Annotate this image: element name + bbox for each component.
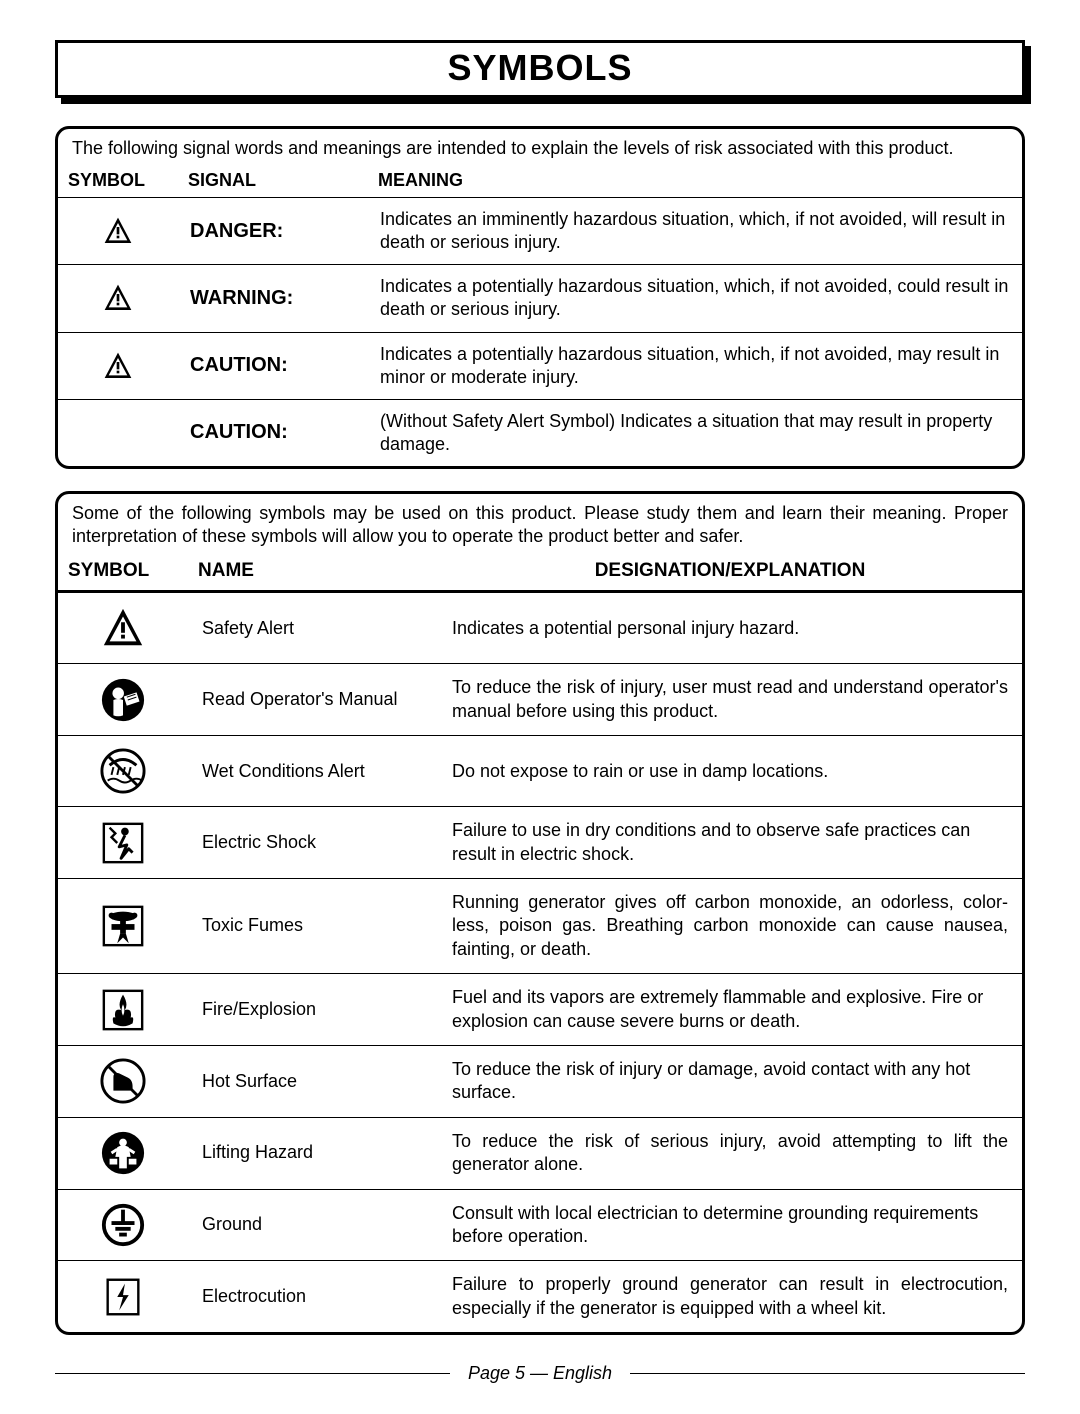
meaning-cell: Indicates a potentially hazardous situat… [368, 265, 1022, 332]
alert-icon [58, 332, 178, 399]
symbol-explanation: Failure to properly ground generator can… [438, 1261, 1022, 1332]
symbol-name: Electrocution [188, 1261, 438, 1332]
signal-word: CAUTION: [190, 354, 288, 376]
page-footer: Page 5 — English [55, 1363, 1025, 1384]
symbol-row: Lifting HazardTo reduce the risk of seri… [58, 1117, 1022, 1189]
symbol-row: ElectrocutionFailure to properly ground … [58, 1261, 1022, 1332]
footer-rule-left [55, 1373, 450, 1375]
symbol-name: Wet Conditions Alert [188, 736, 438, 807]
symbol-explanation: To reduce the risk of serious injury, av… [438, 1117, 1022, 1189]
symbol-name: Lifting Hazard [188, 1117, 438, 1189]
symbol-explanation: To reduce the risk of injury, user must … [438, 664, 1022, 736]
symbol-row: Electric ShockFailure to use in dry cond… [58, 807, 1022, 879]
symbol-row: Wet Conditions AlertDo not expose to rai… [58, 736, 1022, 807]
empty-icon [58, 399, 178, 466]
signal-words-intro: The following signal words and meanings … [58, 129, 1022, 166]
symbol-explanation: Indicates a potential personal injury ha… [438, 592, 1022, 664]
symbol-row: Safety AlertIndicates a potential person… [58, 592, 1022, 664]
alert-icon [58, 265, 178, 332]
alert-icon [58, 198, 178, 265]
symbol-name: Hot Surface [188, 1045, 438, 1117]
col-header-meaning: MEANING [368, 166, 1022, 198]
meaning-cell: (Without Safety Alert Symbol) Indicates … [368, 399, 1022, 466]
col2-header-symbol: SYMBOL [58, 554, 188, 592]
symbol-row: Hot SurfaceTo reduce the risk of injury … [58, 1045, 1022, 1117]
symbols-panel: Some of the following symbols may be use… [55, 491, 1025, 1335]
ground-icon [58, 1189, 188, 1261]
signal-row: WARNING: Indicates a potentially hazardou… [58, 265, 1022, 332]
signal-word: DANGER: [190, 220, 283, 242]
col2-header-designation: DESIGNATION/EXPLANATION [438, 554, 1022, 592]
wet-icon [58, 736, 188, 807]
lift-icon [58, 1117, 188, 1189]
signal-row: DANGER: Indicates an imminently hazardous… [58, 198, 1022, 265]
shock-icon [58, 807, 188, 879]
fire-icon [58, 974, 188, 1046]
symbol-name: Toxic Fumes [188, 878, 438, 973]
meaning-cell: Indicates an imminently hazardous situat… [368, 198, 1022, 265]
symbols-intro: Some of the following symbols may be use… [58, 494, 1022, 555]
col-header-symbol: SYMBOL [58, 166, 178, 198]
col2-header-name: NAME [188, 554, 438, 592]
symbol-row: Toxic FumesRunning generator gives off c… [58, 878, 1022, 973]
footer-rule-right [630, 1373, 1025, 1375]
symbol-name: Electric Shock [188, 807, 438, 879]
symbols-table: SYMBOL NAME DESIGNATION/EXPLANATION Safe… [58, 554, 1022, 1332]
symbol-explanation: Running generator gives off carbon monox… [438, 878, 1022, 973]
signal-cell: CAUTION: [178, 332, 368, 399]
toxic-icon [58, 878, 188, 973]
signal-cell: DANGER: [178, 198, 368, 265]
title-container: SYMBOLS [55, 40, 1025, 98]
symbol-explanation: Failure to use in dry conditions and to … [438, 807, 1022, 879]
symbol-explanation: Do not expose to rain or use in damp loc… [438, 736, 1022, 807]
manual-icon [58, 664, 188, 736]
symbol-explanation: Fuel and its vapors are extremely flamma… [438, 974, 1022, 1046]
signal-row: CAUTION: (Without Safety Alert Symbol) In… [58, 399, 1022, 466]
symbol-explanation: To reduce the risk of injury or damage, … [438, 1045, 1022, 1117]
col-header-signal: SIGNAL [178, 166, 368, 198]
signal-row: CAUTION: Indicates a potentially hazardou… [58, 332, 1022, 399]
signal-words-panel: The following signal words and meanings … [55, 126, 1025, 469]
electrocution-icon [58, 1261, 188, 1332]
symbol-name: Read Operator's Manual [188, 664, 438, 736]
signal-cell: WARNING: [178, 265, 368, 332]
signal-word: CAUTION: [190, 421, 288, 443]
signal-cell: CAUTION: [178, 399, 368, 466]
title-box: SYMBOLS [55, 40, 1025, 98]
symbol-name: Fire/Explosion [188, 974, 438, 1046]
signal-words-table: SYMBOL SIGNAL MEANING DANGER: Indicates a… [58, 166, 1022, 465]
hot-icon [58, 1045, 188, 1117]
symbol-explanation: Consult with local electrician to determ… [438, 1189, 1022, 1261]
signal-word: WARNING: [190, 287, 293, 309]
symbol-name: Ground [188, 1189, 438, 1261]
meaning-cell: Indicates a potentially hazardous situat… [368, 332, 1022, 399]
alert-big-icon [58, 592, 188, 664]
symbol-name: Safety Alert [188, 592, 438, 664]
symbol-row: GroundConsult with local electrician to … [58, 1189, 1022, 1261]
page-title: SYMBOLS [58, 47, 1022, 89]
symbol-row: Read Operator's ManualTo reduce the risk… [58, 664, 1022, 736]
footer-text: Page 5 — English [468, 1363, 612, 1384]
symbol-row: Fire/ExplosionFuel and its vapors are ex… [58, 974, 1022, 1046]
